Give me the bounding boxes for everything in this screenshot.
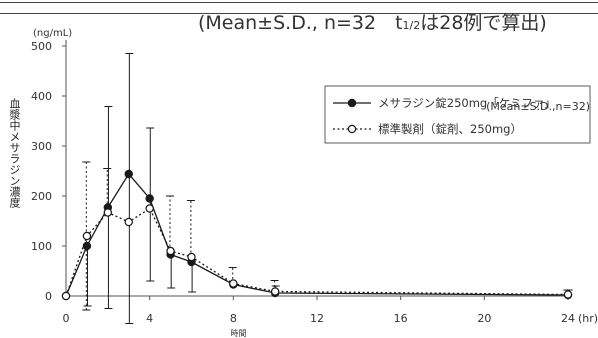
legend-entry-label: メサラジン錠250mg「ケミファ」 [378,96,556,110]
error-bars-group [82,53,573,324]
y-tick-label: 400 [31,90,52,103]
data-point-open [187,252,196,262]
y-axis-label: 血漿中メサラジン濃度 [8,98,21,208]
markers-group [61,169,573,301]
figure-caption: (Mean±S.D., n=32 t1/2は28例で算出) [198,6,596,40]
x-tick-label: 0 [63,312,70,325]
data-point-open [61,291,71,301]
data-point-open [229,279,238,288]
data-point-open [124,217,133,227]
data-point-filled [82,241,92,251]
data-point-filled [124,169,133,179]
legend-group: (Mean±S.D.,n=32)メサラジン錠250mg「ケミファ」標準製剤（錠剤… [324,85,591,144]
data-point-open [82,231,92,241]
legend-box [324,85,591,144]
legend-marker-filled [347,98,357,108]
x-unit-label: (hr) [578,312,598,325]
data-point-open [103,208,113,217]
data-point-open [563,290,573,299]
y-tick-label: 500 [31,40,52,53]
y-unit-label: (ng/mL) [33,28,72,39]
legend-title: (Mean±S.D.,n=32) [486,100,590,113]
data-point-filled [145,194,154,203]
data-point-open [270,287,280,296]
x-tick-label: 4 [146,312,153,325]
y-tick-label: 300 [31,140,52,153]
y-tick-label: 200 [31,190,52,203]
caption-subscript: 1/2 [402,19,421,32]
x-tick-label: 16 [394,312,408,325]
caption-main: (Mean±S.D., n=32 t [198,12,403,34]
x-tick-label: 24 [561,312,575,325]
series-lines-group [65,172,569,297]
y-tick-label: 100 [31,240,52,253]
series-line [65,172,569,297]
series-line [65,207,569,297]
legend-marker-open [347,124,357,134]
data-point-open [145,204,154,213]
caption-tail: は28例で算出) [420,12,547,34]
x-tick-label: 20 [477,312,491,325]
top-border-rule [0,2,598,14]
legend-entry-label: 標準製剤（錠剤、250mg） [378,122,522,136]
y-tick-label: 0 [45,290,52,303]
axes-group: 0 100 200 300 400 500(ng/mL) 0 4 8 12 16 20 24 (hr) 時間 [31,28,598,338]
x-tick-label: 12 [310,312,324,325]
x-tick-label: 8 [230,312,237,325]
x-axis-label: 時間 [231,329,247,338]
data-point-open [166,246,175,256]
